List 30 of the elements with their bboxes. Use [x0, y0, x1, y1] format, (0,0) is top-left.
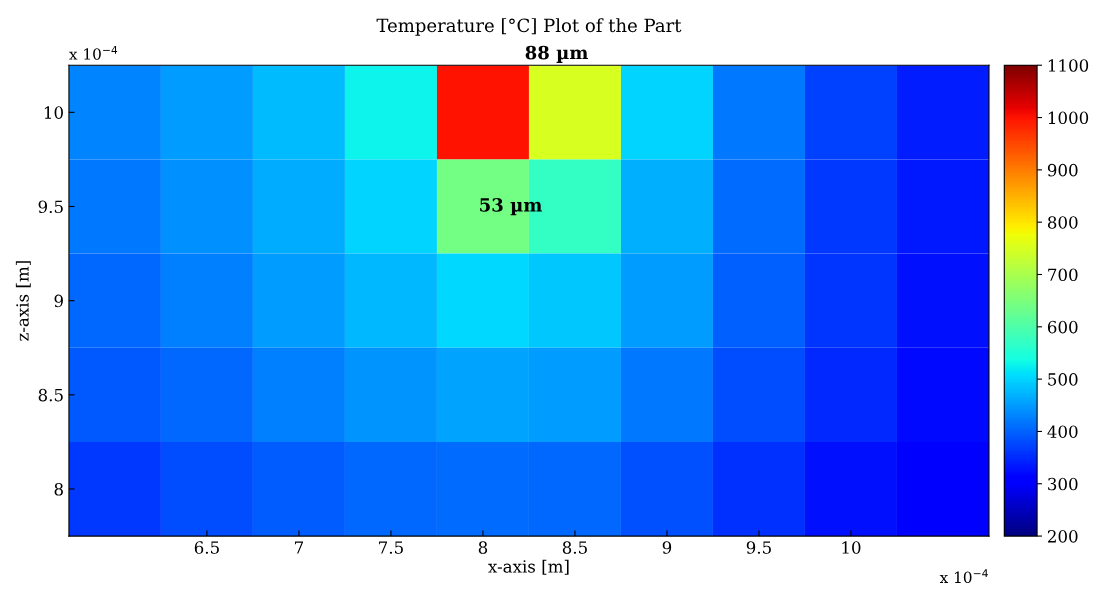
color-bar-label: 300: [1048, 477, 1078, 491]
y-tick-label: 10: [44, 106, 63, 119]
x-tick-label: 7: [295, 541, 304, 554]
chart-title: Temperature [°C] Plot of the Part: [376, 18, 682, 36]
x-tick-label: 7.5: [379, 541, 403, 554]
color-bar-label: 500: [1048, 373, 1078, 386]
y-tick-label: 9.5: [38, 200, 63, 214]
color-bar-label: 400: [1047, 425, 1078, 439]
color-bar-label: 1000: [1048, 111, 1089, 125]
x-tick-label: 10: [842, 541, 861, 554]
x-tick-label: 8.5: [562, 541, 587, 554]
x-tick-label: 9.5: [746, 541, 771, 554]
x-tick-label: 8: [478, 541, 488, 554]
annotation: 53 µm: [480, 198, 542, 216]
y-axis-title: z-axis [m]: [15, 261, 31, 341]
y-tick-label: 8: [54, 482, 63, 496]
color-bar-label: 1100: [1048, 59, 1089, 72]
color-bar-label: 800: [1047, 216, 1078, 229]
y-tick-label: 9: [54, 294, 63, 308]
y-tick-label: 8.5: [38, 388, 63, 402]
x-axis-title: x-axis [m]: [488, 559, 569, 575]
x-tick-label: 6.5: [194, 541, 219, 554]
text: x 10$^{−4}$: [939, 569, 988, 584]
color-bar-label: 200: [1047, 530, 1078, 543]
color-bar-label: 700: [1048, 268, 1078, 282]
x-tick-label: 9: [662, 541, 672, 554]
text: x 10$^{−4}$: [69, 45, 118, 60]
color-bar-label: 600: [1047, 320, 1078, 334]
text: 88 µm: [525, 45, 588, 63]
color-bar-label: 900: [1047, 163, 1078, 177]
